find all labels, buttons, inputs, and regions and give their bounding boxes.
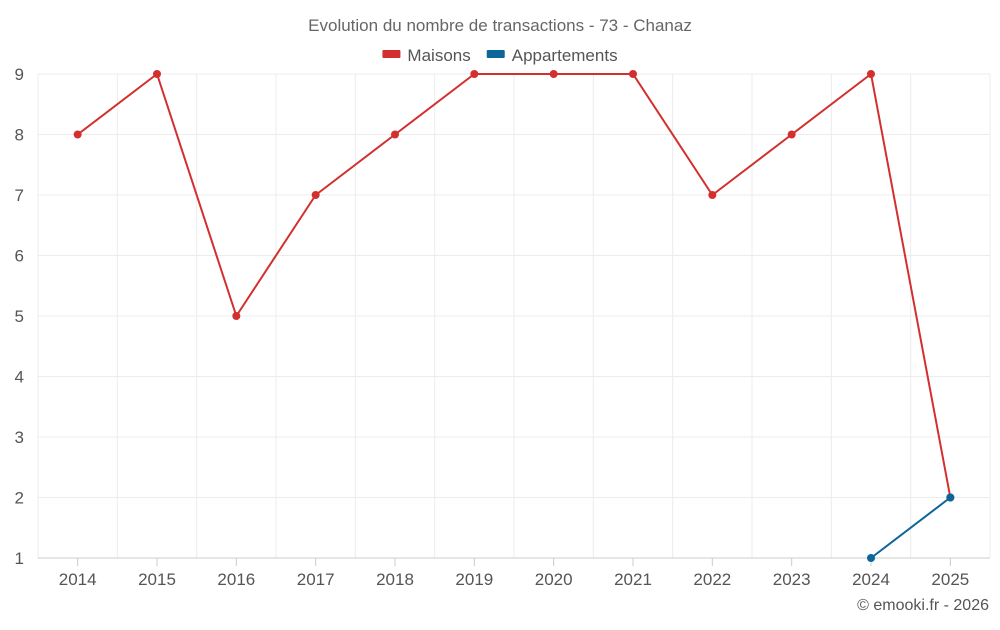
- data-point-maisons: [470, 70, 479, 78]
- data-point-maisons: [867, 70, 875, 78]
- legend-swatch: [486, 50, 505, 58]
- y-tick-label: 5: [15, 307, 24, 326]
- data-point-maisons: [708, 191, 717, 199]
- x-tick-label: 2019: [455, 570, 493, 589]
- x-tick-label: 2016: [217, 570, 255, 589]
- x-tick-label: 2018: [376, 570, 414, 589]
- legend-swatch: [382, 50, 401, 58]
- data-point-appartements: [867, 554, 875, 562]
- legend-item-appartements: Appartements: [486, 46, 618, 65]
- data-point-maisons: [232, 312, 241, 320]
- legend-item-maisons: Maisons: [382, 46, 471, 65]
- data-point-maisons: [73, 130, 82, 139]
- series-layer: [73, 70, 955, 562]
- data-point-appartements: [946, 493, 955, 502]
- data-point-maisons: [391, 130, 399, 139]
- y-axis: 1 2 3 4 5 6 7 8 9: [15, 65, 24, 568]
- y-tick-label: 2: [15, 489, 24, 508]
- y-tick-label: 6: [15, 247, 24, 266]
- x-tick-label: 2024: [852, 570, 890, 589]
- x-tick-label: 2021: [614, 570, 652, 589]
- x-tick-label: 2022: [693, 570, 731, 589]
- data-point-maisons: [629, 70, 637, 78]
- data-point-maisons: [787, 130, 796, 139]
- x-axis: 2014 2015 2016 2017 2018 2019 2020 2021 2022 2023…: [59, 558, 969, 589]
- x-tick-label: 2017: [297, 570, 335, 589]
- x-tick-label: 2020: [535, 570, 573, 589]
- legend: Maisons Appartements: [382, 46, 618, 65]
- series-line-appartements: [870, 496, 951, 559]
- legend-label: Appartements: [512, 46, 618, 65]
- y-tick-label: 8: [15, 126, 24, 145]
- data-point-maisons: [549, 70, 558, 78]
- y-tick-label: 1: [15, 549, 24, 568]
- x-tick-label: 2015: [138, 570, 176, 589]
- x-tick-label: 2025: [931, 570, 969, 589]
- chart-title: Evolution du nombre de transactions - 73…: [308, 16, 692, 35]
- y-tick-label: 3: [15, 428, 24, 447]
- y-tick-label: 9: [15, 65, 24, 84]
- series-line-maisons: [77, 73, 952, 498]
- y-tick-label: 7: [15, 186, 24, 205]
- credit-text: © emooki.fr - 2026: [857, 597, 989, 614]
- legend-label: Maisons: [407, 46, 470, 65]
- data-point-maisons: [153, 70, 161, 78]
- x-tick-label: 2023: [773, 570, 811, 589]
- data-point-maisons: [311, 191, 320, 199]
- y-tick-label: 4: [15, 368, 24, 387]
- x-tick-label: 2014: [59, 570, 97, 589]
